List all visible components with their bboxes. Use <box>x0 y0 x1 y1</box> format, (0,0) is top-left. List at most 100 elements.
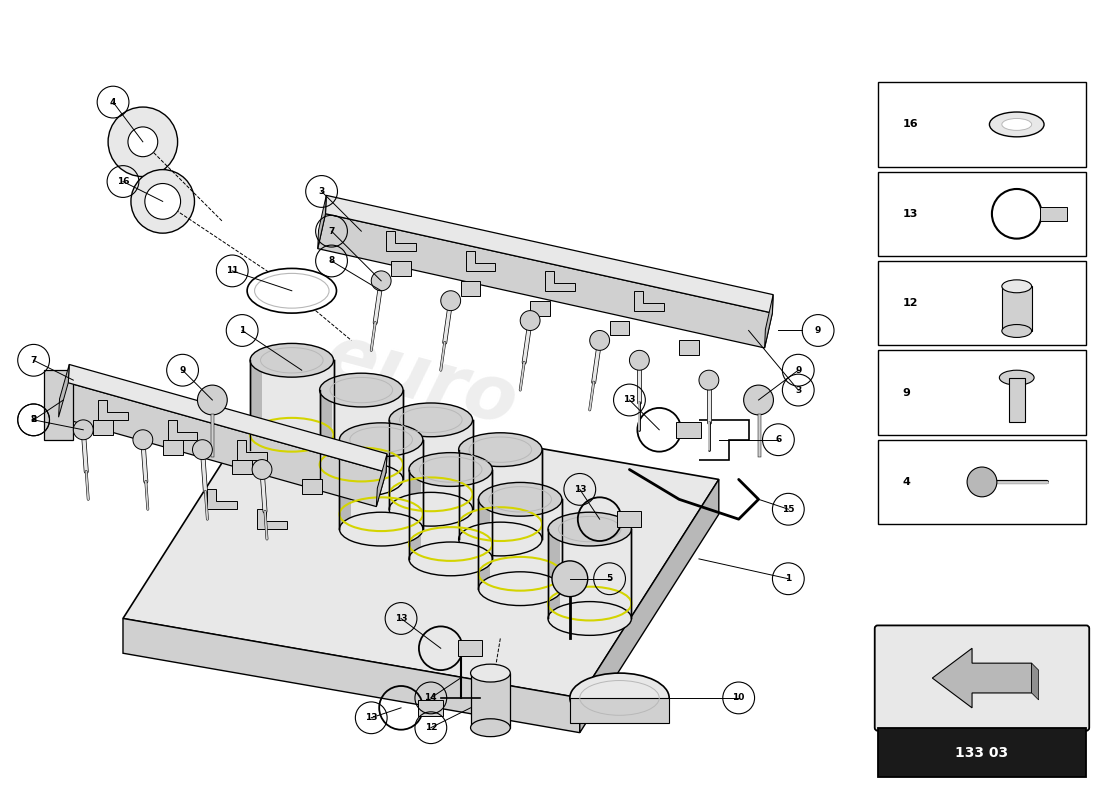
Ellipse shape <box>459 433 542 466</box>
Text: 12: 12 <box>902 298 918 308</box>
Polygon shape <box>548 529 631 618</box>
Polygon shape <box>386 231 416 251</box>
Bar <box>458 640 483 656</box>
Text: euro: euro <box>317 319 526 442</box>
Polygon shape <box>389 420 473 510</box>
Bar <box>679 341 699 355</box>
Ellipse shape <box>248 269 337 313</box>
Circle shape <box>128 127 157 157</box>
Ellipse shape <box>471 664 510 682</box>
Polygon shape <box>459 450 471 539</box>
Polygon shape <box>58 365 69 418</box>
Text: 10: 10 <box>733 694 745 702</box>
Text: spares: spares <box>372 406 668 552</box>
Circle shape <box>198 385 228 415</box>
Ellipse shape <box>1002 280 1032 293</box>
Text: 5: 5 <box>606 574 613 583</box>
Bar <box>44 370 74 440</box>
Text: 1: 1 <box>785 574 792 583</box>
Polygon shape <box>250 360 333 450</box>
Polygon shape <box>409 470 421 559</box>
Polygon shape <box>257 510 287 529</box>
Circle shape <box>590 330 609 350</box>
Text: 8: 8 <box>31 415 36 424</box>
Polygon shape <box>933 648 1032 708</box>
Circle shape <box>74 420 94 440</box>
Text: 2: 2 <box>31 415 36 424</box>
Polygon shape <box>320 390 331 479</box>
Polygon shape <box>318 214 772 348</box>
Circle shape <box>372 271 392 290</box>
Circle shape <box>252 459 272 479</box>
Ellipse shape <box>340 423 422 457</box>
Polygon shape <box>250 360 262 450</box>
Circle shape <box>133 430 153 450</box>
Circle shape <box>441 290 461 310</box>
Text: 15: 15 <box>782 505 794 514</box>
Polygon shape <box>389 420 402 510</box>
Ellipse shape <box>389 403 473 437</box>
Bar <box>878 82 1087 166</box>
Text: 13: 13 <box>395 614 407 623</box>
Bar <box>94 420 113 434</box>
Polygon shape <box>98 400 128 420</box>
Circle shape <box>698 370 718 390</box>
Ellipse shape <box>320 462 403 496</box>
Ellipse shape <box>340 512 422 546</box>
Text: 9: 9 <box>902 387 911 398</box>
Ellipse shape <box>409 542 493 576</box>
Polygon shape <box>320 390 403 479</box>
Ellipse shape <box>1002 325 1032 338</box>
Text: 13: 13 <box>902 209 917 219</box>
Polygon shape <box>544 271 575 290</box>
Ellipse shape <box>570 673 669 722</box>
Bar <box>461 281 481 296</box>
Bar <box>878 440 1087 524</box>
Bar <box>878 350 1087 434</box>
Polygon shape <box>318 195 327 249</box>
Ellipse shape <box>389 492 473 526</box>
Text: 3: 3 <box>319 187 324 196</box>
Circle shape <box>108 107 177 177</box>
Text: 12: 12 <box>425 723 437 732</box>
Bar <box>232 459 252 474</box>
Polygon shape <box>167 420 198 440</box>
Text: 16: 16 <box>902 119 918 130</box>
Text: 9: 9 <box>815 326 822 335</box>
Polygon shape <box>58 382 386 506</box>
Bar <box>163 440 183 454</box>
Bar <box>1009 378 1025 422</box>
Text: 7: 7 <box>31 356 36 365</box>
Circle shape <box>131 170 195 233</box>
Text: 133 03: 133 03 <box>956 746 1009 759</box>
Ellipse shape <box>471 718 510 737</box>
Circle shape <box>744 385 773 415</box>
Bar <box>1002 286 1032 331</box>
Polygon shape <box>580 479 718 733</box>
Text: 4: 4 <box>902 477 911 487</box>
Bar <box>471 673 510 728</box>
Text: 3: 3 <box>795 386 802 394</box>
Text: 4: 4 <box>110 98 117 106</box>
Bar <box>616 511 641 527</box>
Text: 9: 9 <box>179 366 186 374</box>
Polygon shape <box>340 440 351 529</box>
Text: 16: 16 <box>117 177 129 186</box>
Polygon shape <box>478 499 491 589</box>
Text: 8: 8 <box>329 257 334 266</box>
Text: 13: 13 <box>573 485 586 494</box>
Text: 1: 1 <box>239 326 245 335</box>
Ellipse shape <box>409 453 493 486</box>
Polygon shape <box>459 450 542 539</box>
Ellipse shape <box>478 572 562 606</box>
Polygon shape <box>238 440 267 459</box>
Ellipse shape <box>250 343 333 377</box>
Text: 11: 11 <box>226 266 239 275</box>
Text: 6: 6 <box>776 435 781 444</box>
Ellipse shape <box>989 112 1044 137</box>
Ellipse shape <box>548 602 631 635</box>
Polygon shape <box>764 294 773 348</box>
Polygon shape <box>376 454 387 506</box>
Polygon shape <box>570 698 669 722</box>
Bar <box>878 261 1087 346</box>
